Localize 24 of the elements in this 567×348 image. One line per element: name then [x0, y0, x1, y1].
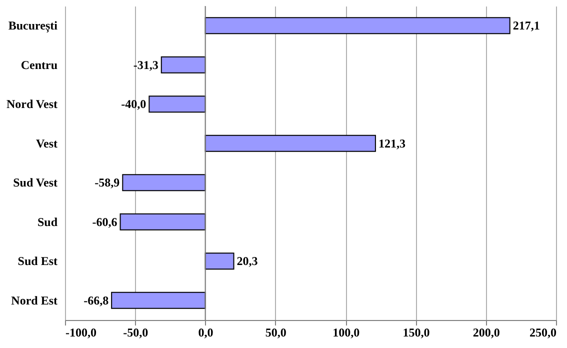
x-tick-label: 0,0	[198, 326, 214, 340]
y-tick-label: Nord Vest	[6, 97, 58, 112]
x-tick-label: 250,0	[530, 326, 556, 340]
data-label: -58,9	[94, 176, 120, 190]
x-tick-label: 100,0	[332, 326, 360, 340]
data-label: 217,1	[512, 18, 540, 33]
x-tick-label: 200,0	[472, 326, 500, 340]
y-tick-label: Sud Est	[18, 254, 58, 268]
x-tick-label: -50,0	[123, 326, 148, 340]
data-label: -60,6	[92, 214, 118, 229]
x-tick-label: -100,0	[66, 326, 96, 340]
y-tick-label: Vest	[36, 136, 58, 150]
data-label: 20,3	[236, 254, 258, 268]
y-tick-label: Centru	[20, 58, 58, 72]
x-tick-label: 150,0	[402, 326, 430, 340]
y-tick-label: București	[8, 18, 58, 34]
x-tick-label: 50,0	[265, 326, 286, 340]
data-label: -31,3	[133, 58, 158, 72]
data-label: -66,8	[84, 293, 109, 308]
data-label: 121,3	[378, 136, 406, 150]
y-tick-label: Nord Est	[11, 293, 58, 308]
data-label: -40,0	[121, 97, 146, 112]
y-tick-label: Sud Vest	[13, 176, 58, 190]
y-tick-label: Sud	[37, 214, 58, 229]
